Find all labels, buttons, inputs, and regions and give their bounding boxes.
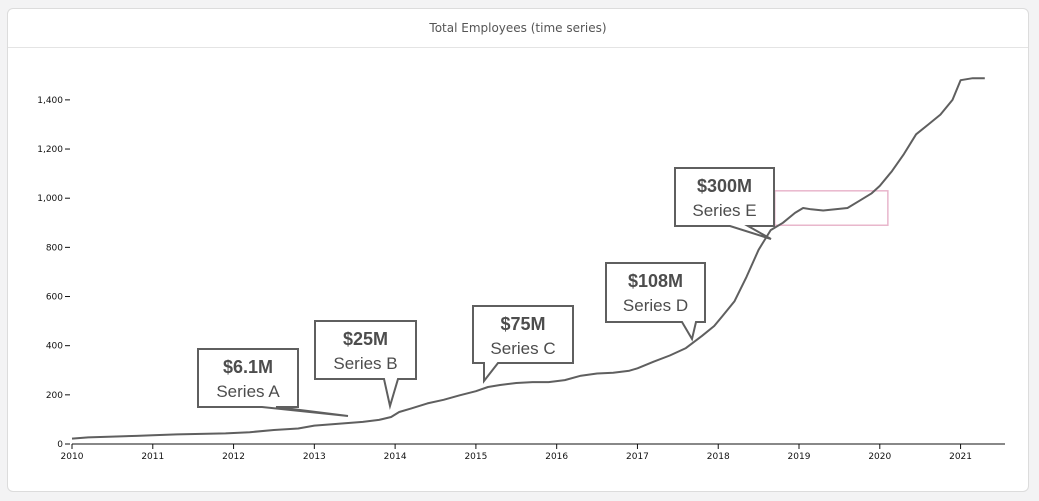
x-tick-label: 2020 — [868, 452, 891, 462]
x-tick-label: 2010 — [61, 452, 84, 462]
y-tick-label: 600 — [46, 293, 63, 303]
y-tick-label: 800 — [46, 243, 63, 253]
callout-amount: $25M — [343, 329, 388, 349]
chart-title: Total Employees (time series) — [8, 9, 1028, 48]
callout-amount: $6.1M — [223, 357, 273, 377]
x-tick-label: 2019 — [788, 452, 811, 462]
x-tick-label: 2014 — [384, 452, 407, 462]
callout-amount: $300M — [697, 176, 752, 196]
series-line — [71, 77, 985, 440]
y-tick-label: 1,200 — [37, 145, 63, 155]
y-tick-label: 0 — [57, 440, 63, 450]
funding-callout — [472, 305, 574, 384]
x-tick-label: 2016 — [545, 452, 568, 462]
callout-series-label: Series A — [216, 382, 280, 401]
y-tick-label: 1,000 — [37, 194, 63, 204]
funding-callout — [197, 348, 349, 417]
callout-series-label: Series E — [692, 201, 756, 220]
callout-series-label: Series C — [490, 339, 555, 358]
callout-amount: $75M — [500, 314, 545, 334]
callout-series-label: Series D — [623, 296, 688, 315]
chart-card: Total Employees (time series) — [7, 8, 1029, 492]
funding-callout — [605, 262, 706, 342]
funding-callout — [674, 167, 775, 240]
y-tick-label: 200 — [46, 391, 63, 401]
x-tick-label: 2021 — [949, 452, 972, 462]
x-tick-label: 2015 — [464, 452, 487, 462]
x-tick-label: 2011 — [141, 452, 164, 462]
callout-series-label: Series B — [333, 354, 397, 373]
x-tick-label: 2017 — [626, 452, 649, 462]
funding-callout — [314, 320, 417, 410]
x-tick-label: 2012 — [222, 452, 245, 462]
x-tick-label: 2018 — [707, 452, 730, 462]
highlight-box — [774, 190, 889, 226]
x-tick-label: 2013 — [303, 452, 326, 462]
callout-amount: $108M — [628, 271, 683, 291]
y-tick-label: 1,400 — [37, 96, 63, 106]
y-tick-label: 400 — [46, 342, 63, 352]
